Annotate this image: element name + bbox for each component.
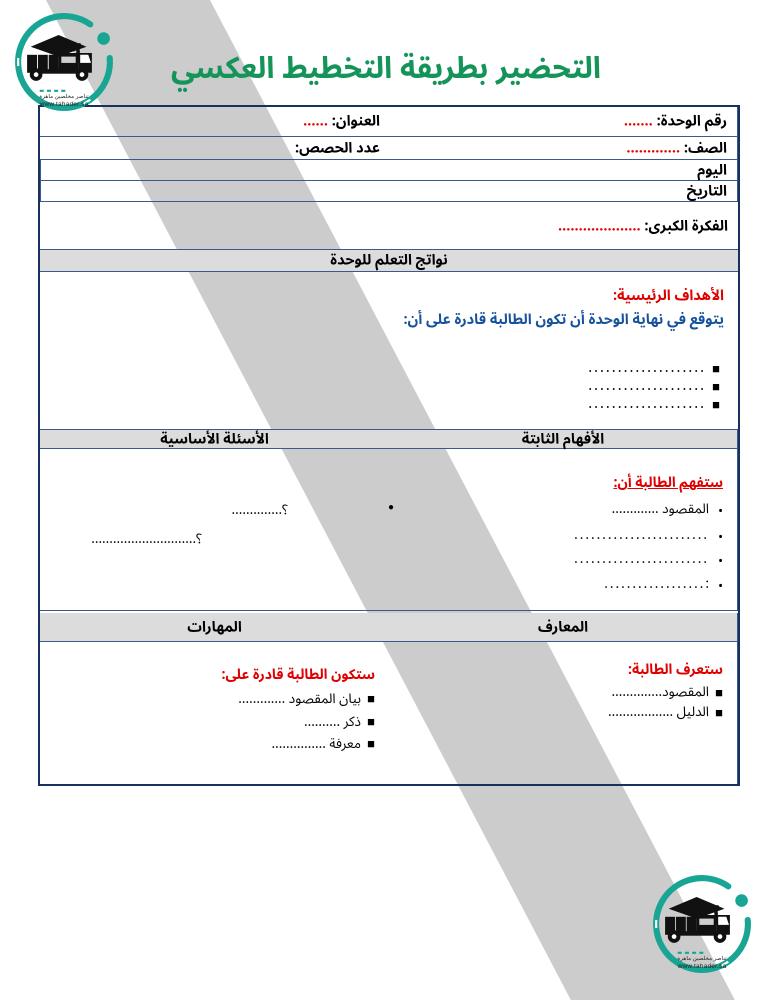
svg-text:www.tahader.sa: www.tahader.sa — [677, 963, 727, 970]
svg-text:تناصر مخلصين ماهرة: تناصر مخلصين ماهرة — [39, 93, 89, 100]
svg-text:تناصر مخلصين ماهرة: تناصر مخلصين ماهرة — [677, 955, 727, 962]
svg-text:www.tahader.sa: www.tahader.sa — [39, 101, 89, 108]
